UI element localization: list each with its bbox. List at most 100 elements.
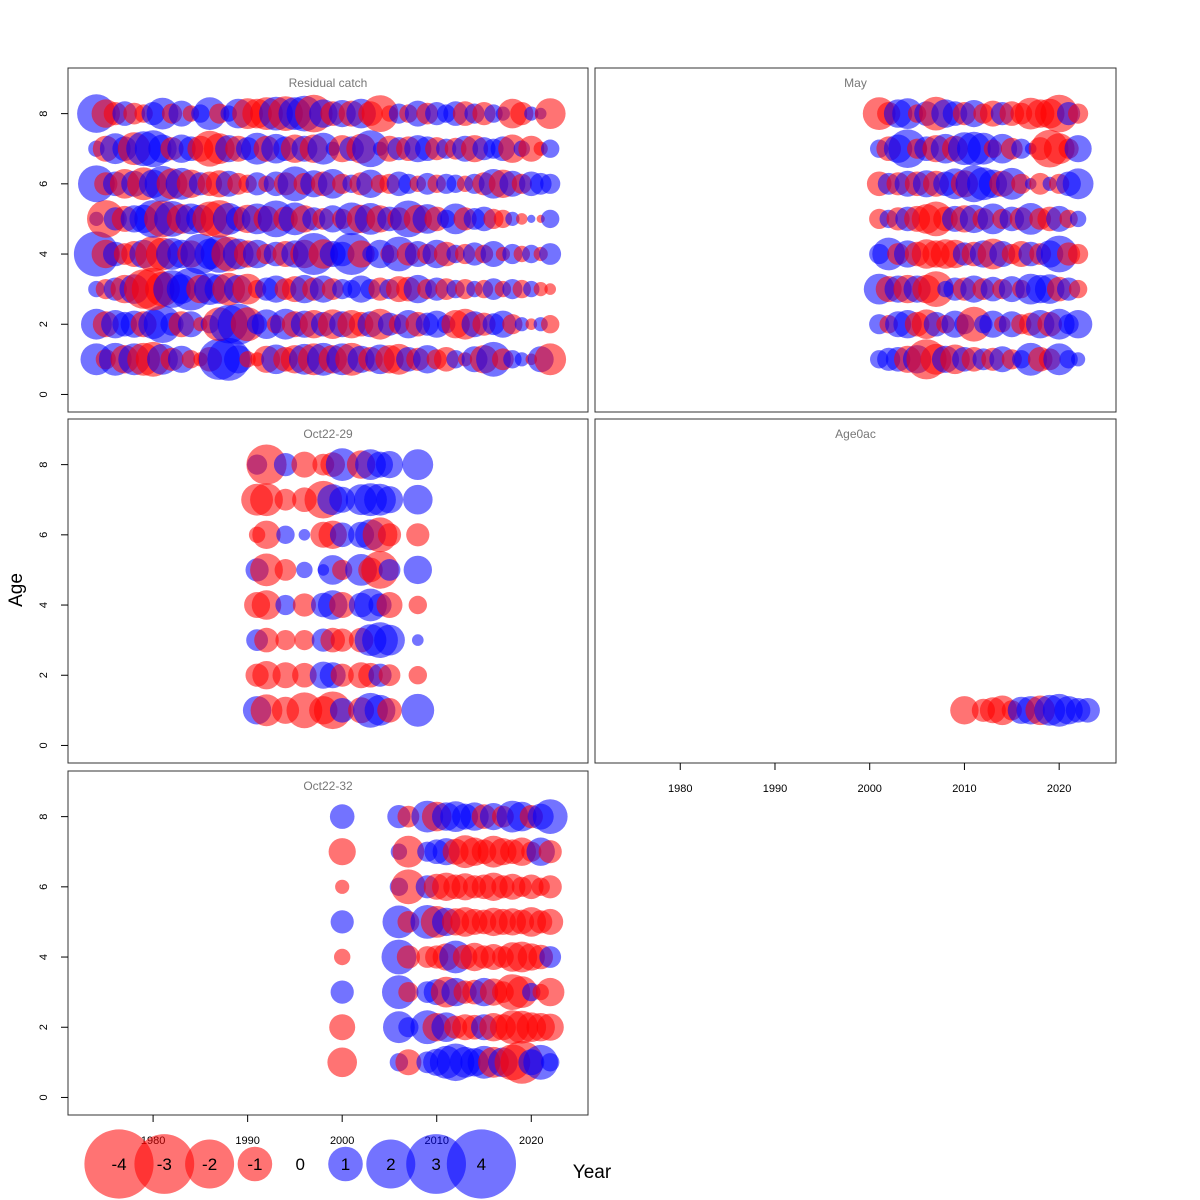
bubbles [327,799,568,1084]
x-axis: 1980 1990 2000 2010 2020 [668,763,1071,795]
bubble [291,451,318,478]
bubbles [950,693,1100,727]
bubble [375,486,404,514]
legend-bubble [366,1139,416,1189]
x-tick-label: 1990 [235,1135,259,1147]
bubble [292,593,316,617]
bubble [329,698,355,723]
x-tick-label: 2000 [330,1135,354,1147]
bubble [335,879,350,894]
bubble [544,283,556,295]
y-tick-label: 4 [38,954,50,960]
y-tick-label: 2 [38,672,50,678]
y-tick-label: 8 [38,814,50,820]
bubble [329,522,355,548]
legend-label: 2 [386,1155,395,1174]
bubble [330,910,354,934]
bubble [1068,279,1088,299]
bubble [950,696,979,725]
y-tick-label: 4 [38,602,50,608]
bubble [536,1013,564,1041]
bubble [276,525,295,544]
bubble [408,666,427,685]
bubble [292,662,317,688]
bubble [534,98,566,129]
bubble [377,523,402,547]
bubble [391,869,426,905]
bubble [376,592,403,618]
bubble [412,634,424,646]
legend-bubble [328,1146,363,1182]
legend-label: 1 [341,1155,350,1174]
legend-item: -3 [134,1134,195,1194]
bubble [538,875,562,899]
bubble [296,561,313,579]
size-legend: -4 -3 -2 -1 0 1 2 3 4 [84,1129,516,1199]
bubble [250,553,283,587]
bubble [536,977,565,1007]
x-axis-label: Year [573,1162,612,1183]
bubble [1011,173,1032,194]
y-axis: 0 2 4 6 8 [38,814,68,1101]
legend-label: 4 [477,1155,486,1174]
x-tick-label: 2010 [952,783,976,795]
bubble [272,662,299,689]
bubble [274,488,297,511]
legend-bubble [84,1129,154,1199]
bubble [378,664,401,687]
bubble [540,173,561,194]
bubble [327,1047,358,1078]
bubble [250,483,283,517]
legend-bubble [237,1146,273,1182]
bubble [273,453,298,477]
legend-label: -2 [202,1155,217,1174]
panel-title: Oct22-32 [303,779,353,793]
bubble [408,595,427,615]
bubble [377,698,402,723]
y-tick-label: 6 [38,532,50,538]
legend-item: 0 [295,1155,304,1174]
bubble [252,520,281,549]
bubble [541,139,560,158]
bubble [334,948,351,966]
bubble [514,352,529,367]
bubbles [241,444,435,730]
bubble [1068,103,1089,124]
bubble [392,835,425,868]
panels-layer: Residual catch May Oct22-29 Age0ac Oct22-32 [67,67,1117,1116]
bubble [275,630,296,651]
y-tick-label: 8 [38,462,50,468]
legend-label: 3 [431,1155,440,1174]
panel-2: May [594,67,1117,413]
bubble [532,799,568,834]
bubble [330,980,354,1004]
legend-item: 1 [328,1146,363,1182]
y-tick-label: 6 [38,181,50,187]
panel-title: Oct22-29 [303,427,353,441]
panel-frame [594,67,1117,413]
legend-label: 0 [295,1155,304,1174]
legend-item: 2 [366,1139,416,1189]
bubble [539,946,562,968]
legend-label: -4 [111,1155,126,1174]
bubble [514,317,529,332]
bubbles [862,94,1094,380]
bubble [403,484,433,515]
bubble [1064,135,1092,163]
bubble [177,311,204,338]
bubble [398,982,419,1003]
bubble [1062,168,1094,200]
bubble [330,663,354,687]
bubble [403,555,432,585]
panel-frame [594,418,1117,764]
bubble [541,1053,560,1072]
bubble [541,315,560,334]
bubble [518,135,545,162]
bubble [525,318,538,331]
bubble [1068,243,1089,265]
bubble [329,592,356,618]
bubble [1069,210,1087,228]
x-tick-label: 1980 [668,783,692,795]
bubble [252,661,281,690]
